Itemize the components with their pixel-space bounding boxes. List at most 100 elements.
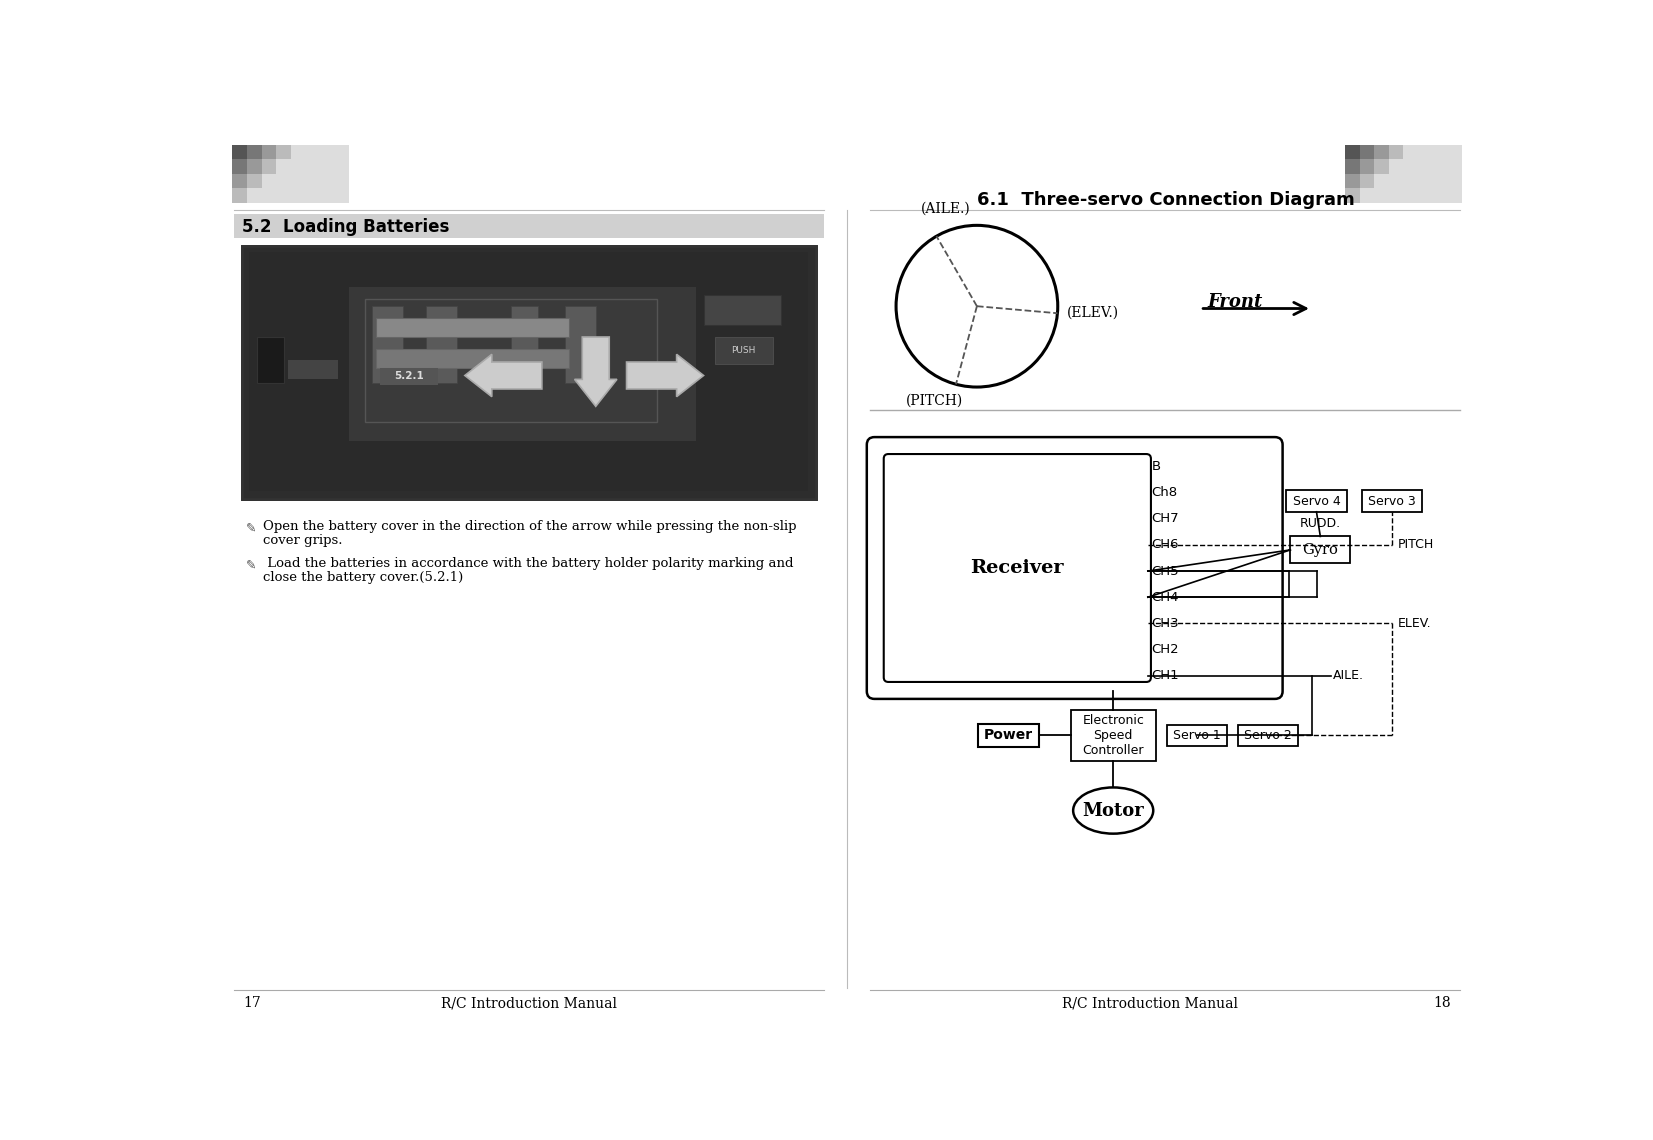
Bar xyxy=(704,294,780,325)
Text: 5.2  Loading Batteries: 5.2 Loading Batteries xyxy=(241,218,450,236)
Bar xyxy=(1389,145,1403,160)
Text: PUSH: PUSH xyxy=(731,347,755,356)
Bar xyxy=(1238,725,1298,747)
Bar xyxy=(256,337,284,383)
Bar xyxy=(1448,188,1461,203)
Bar xyxy=(1346,145,1360,160)
Text: R/C Introduction Manual: R/C Introduction Manual xyxy=(1063,996,1238,1010)
Text: Servo 4: Servo 4 xyxy=(1293,495,1341,507)
Text: cover grips.: cover grips. xyxy=(263,535,342,547)
Bar xyxy=(1346,160,1360,173)
Bar xyxy=(1374,160,1389,173)
Bar xyxy=(334,188,349,203)
Bar xyxy=(1071,710,1155,760)
Bar xyxy=(276,188,291,203)
Bar xyxy=(233,188,246,203)
Bar xyxy=(1433,145,1448,160)
Bar xyxy=(261,160,276,173)
Bar xyxy=(233,145,246,160)
Bar xyxy=(291,145,306,160)
Bar xyxy=(291,173,306,188)
Text: Servo 2: Servo 2 xyxy=(1245,728,1293,742)
Text: RUDD.: RUDD. xyxy=(1299,518,1341,530)
Text: ELEV.: ELEV. xyxy=(1398,617,1431,630)
Bar xyxy=(1418,188,1433,203)
Text: Electronic
Speed
Controller: Electronic Speed Controller xyxy=(1083,714,1144,757)
Text: 17: 17 xyxy=(243,996,261,1010)
Bar xyxy=(979,724,1038,747)
Bar xyxy=(1403,145,1418,160)
Text: PITCH: PITCH xyxy=(1398,538,1435,552)
Text: Load the batteries in accordance with the battery holder polarity marking and: Load the batteries in accordance with th… xyxy=(263,557,793,570)
Text: Ch8: Ch8 xyxy=(1152,486,1179,499)
Bar xyxy=(246,160,261,173)
Bar xyxy=(276,160,291,173)
Text: (AILE.): (AILE.) xyxy=(921,202,970,217)
Bar xyxy=(1360,173,1374,188)
Text: Front: Front xyxy=(1208,293,1263,311)
Bar xyxy=(1418,173,1433,188)
Bar xyxy=(1448,173,1461,188)
Text: CH3: CH3 xyxy=(1152,617,1179,630)
Bar xyxy=(288,360,337,380)
Bar xyxy=(380,368,438,384)
Text: R/C Introduction Manual: R/C Introduction Manual xyxy=(441,996,617,1010)
FancyArrow shape xyxy=(626,355,704,397)
Bar xyxy=(1448,160,1461,173)
Bar xyxy=(1374,145,1389,160)
Bar xyxy=(1291,537,1351,563)
Text: CH7: CH7 xyxy=(1152,512,1179,526)
Bar xyxy=(349,287,696,441)
Text: ✎: ✎ xyxy=(245,559,256,572)
Bar xyxy=(565,307,595,383)
Bar xyxy=(1433,160,1448,173)
Text: CH5: CH5 xyxy=(1152,564,1179,578)
FancyArrow shape xyxy=(575,337,617,406)
Text: (ELEV.): (ELEV.) xyxy=(1066,306,1119,319)
Bar xyxy=(241,246,817,498)
Bar xyxy=(261,145,276,160)
Text: ✎: ✎ xyxy=(245,522,256,535)
Bar xyxy=(291,188,306,203)
Bar xyxy=(246,145,261,160)
Bar xyxy=(1433,173,1448,188)
Bar xyxy=(1418,145,1433,160)
Text: Power: Power xyxy=(984,728,1033,742)
Ellipse shape xyxy=(1073,788,1154,833)
Bar xyxy=(1389,173,1403,188)
FancyBboxPatch shape xyxy=(866,437,1283,699)
Text: 5.2.1: 5.2.1 xyxy=(393,372,423,381)
Bar xyxy=(377,349,569,368)
Bar xyxy=(1389,188,1403,203)
Bar xyxy=(1433,188,1448,203)
Bar xyxy=(306,188,321,203)
Bar xyxy=(306,173,321,188)
Bar xyxy=(365,299,658,422)
Bar xyxy=(250,252,808,491)
Bar xyxy=(1360,188,1374,203)
Text: Receiver: Receiver xyxy=(970,559,1065,577)
Bar xyxy=(1346,188,1360,203)
Bar xyxy=(1286,490,1347,512)
FancyBboxPatch shape xyxy=(884,454,1150,682)
Text: 18: 18 xyxy=(1433,996,1451,1010)
Text: Gyro: Gyro xyxy=(1303,543,1339,557)
Bar xyxy=(372,307,403,383)
Bar xyxy=(261,173,276,188)
Bar xyxy=(233,160,246,173)
Bar xyxy=(1403,173,1418,188)
Bar xyxy=(1448,145,1461,160)
Bar xyxy=(241,246,817,498)
Bar xyxy=(321,145,334,160)
Bar xyxy=(511,307,537,383)
Bar xyxy=(306,160,321,173)
Bar xyxy=(261,188,276,203)
Bar xyxy=(1403,188,1418,203)
Bar xyxy=(246,173,261,188)
Bar xyxy=(1418,160,1433,173)
Text: CH2: CH2 xyxy=(1152,643,1179,657)
Bar xyxy=(334,160,349,173)
Bar xyxy=(321,160,334,173)
Bar xyxy=(233,173,246,188)
Bar xyxy=(334,145,349,160)
